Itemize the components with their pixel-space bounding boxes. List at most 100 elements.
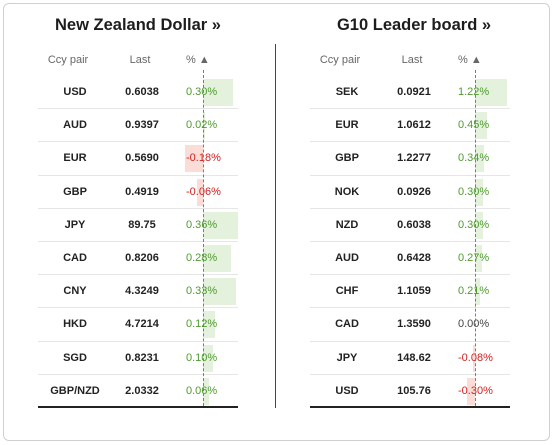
table-row[interactable]: CAD 1.3590 0.00% xyxy=(310,308,510,342)
change-bar xyxy=(203,278,236,306)
ccy-pair-cell[interactable]: JPY xyxy=(64,218,86,231)
change-bar xyxy=(203,377,209,405)
table-row[interactable]: NZD 0.6038 0.30% xyxy=(310,209,510,242)
table-row[interactable]: GBP/NZD 2.0332 0.06% xyxy=(38,375,238,408)
column-header-last[interactable]: Last xyxy=(129,54,151,66)
table-row[interactable]: USD 105.76 -0.30% xyxy=(310,375,510,408)
zero-baseline xyxy=(475,70,476,406)
nzd-panel-title-link[interactable]: New Zealand Dollar » xyxy=(55,16,221,34)
change-bar xyxy=(203,112,205,140)
percent-change-cell: 0.28% xyxy=(186,251,218,264)
percent-change-cell: 0.36% xyxy=(186,218,218,231)
change-bar xyxy=(467,377,475,405)
percent-change-cell: 0.06% xyxy=(186,384,218,397)
last-price-cell: 0.9397 xyxy=(125,119,159,132)
ccy-pair-cell[interactable]: SEK xyxy=(335,86,359,98)
percent-change-cell: 0.12% xyxy=(186,318,218,331)
table-row[interactable]: AUD 0.9397 0.02% xyxy=(38,109,238,143)
table-row[interactable]: SEK 0.0921 1.22% xyxy=(310,76,510,110)
ccy-pair-cell[interactable]: AUD xyxy=(63,119,87,132)
last-price-cell: 0.5690 xyxy=(125,152,159,165)
last-price-cell: 4.3249 xyxy=(125,285,159,298)
table-row[interactable]: CNY 4.3249 0.33% xyxy=(38,275,238,309)
last-price-cell: 0.8231 xyxy=(125,351,159,364)
last-price-cell: 0.4919 xyxy=(125,185,159,198)
ccy-pair-cell[interactable]: CAD xyxy=(63,251,87,264)
g10-panel-title-link[interactable]: G10 Leader board » xyxy=(336,16,492,34)
table-row[interactable]: USD 0.6038 0.30% xyxy=(38,76,238,110)
percent-change-cell: 0.02% xyxy=(186,119,218,132)
ccy-pair-cell[interactable]: NOK xyxy=(334,185,360,198)
ccy-pair-cell[interactable]: JPY xyxy=(336,351,358,364)
ccy-pair-cell[interactable]: SGD xyxy=(63,351,87,364)
table-row[interactable]: JPY 89.75 0.36% xyxy=(38,209,238,242)
table-row[interactable]: EUR 1.0612 0.45% xyxy=(310,109,510,143)
last-price-cell: 0.6038 xyxy=(397,218,431,231)
change-bar xyxy=(197,178,203,206)
percent-change-cell: -0.18% xyxy=(186,152,221,165)
last-price-cell: 4.7214 xyxy=(125,318,159,331)
change-bar xyxy=(475,244,483,272)
last-price-cell: 2.0332 xyxy=(125,384,159,397)
ccy-pair-cell[interactable]: USD xyxy=(335,384,359,397)
percent-change-cell: 0.30% xyxy=(458,218,490,231)
table-row[interactable]: NOK 0.0926 0.30% xyxy=(310,176,510,209)
ccy-pair-cell[interactable]: GBP xyxy=(335,152,359,165)
change-bar xyxy=(203,344,213,372)
last-price-cell: 1.2277 xyxy=(397,152,431,165)
percent-change-cell: -0.08% xyxy=(458,351,493,364)
table-row[interactable]: JPY 148.62 -0.08% xyxy=(310,342,510,375)
last-price-cell: 0.6428 xyxy=(397,251,431,264)
column-header-last[interactable]: Last xyxy=(401,54,423,66)
ccy-pair-cell[interactable]: CHF xyxy=(335,285,359,298)
ccy-pair-cell[interactable]: EUR xyxy=(63,152,87,165)
last-price-cell: 0.8206 xyxy=(125,251,159,264)
ccy-pair-cell[interactable]: USD xyxy=(63,86,87,98)
nzd-table-header: Ccy pair Last % ▲ xyxy=(38,52,238,70)
table-bottom-rule xyxy=(310,406,510,408)
last-price-cell: 148.62 xyxy=(397,351,431,364)
ccy-pair-cell[interactable]: EUR xyxy=(335,119,359,132)
column-header-percent-sort[interactable]: % ▲ xyxy=(186,54,210,66)
change-bar xyxy=(475,79,507,106)
column-header-ccy-pair[interactable]: Ccy pair xyxy=(319,54,361,66)
panel-divider xyxy=(275,44,276,408)
last-price-cell: 89.75 xyxy=(128,218,156,231)
change-bar xyxy=(185,145,203,173)
last-price-cell: 105.76 xyxy=(397,384,431,397)
percent-change-cell: 1.22% xyxy=(458,86,490,98)
column-header-ccy-pair[interactable]: Ccy pair xyxy=(47,54,89,66)
table-row[interactable]: EUR 0.5690 -0.18% xyxy=(38,142,238,176)
percent-change-cell: 0.30% xyxy=(458,185,490,198)
change-bar xyxy=(203,244,231,272)
table-bottom-rule xyxy=(38,406,238,408)
ccy-pair-cell[interactable]: CAD xyxy=(335,318,359,331)
percent-change-cell: 0.27% xyxy=(458,251,490,264)
percent-change-cell: 0.33% xyxy=(186,285,218,298)
ccy-pair-cell[interactable]: HKD xyxy=(63,318,87,331)
percent-change-cell: 0.30% xyxy=(186,86,218,98)
table-row[interactable]: CHF 1.1059 0.21% xyxy=(310,275,510,309)
change-bar xyxy=(475,211,483,239)
nzd-table-body: USD 0.6038 0.30% AUD 0.9397 0.02% EUR 0.5690 -0.… xyxy=(38,76,238,408)
ccy-pair-cell[interactable]: CNY xyxy=(63,285,87,298)
ccy-pair-cell[interactable]: GBP xyxy=(63,185,87,198)
ccy-pair-cell[interactable]: AUD xyxy=(335,251,359,264)
ccy-pair-cell[interactable]: GBP/NZD xyxy=(50,384,100,397)
table-row[interactable]: SGD 0.8231 0.10% xyxy=(38,342,238,375)
table-row[interactable]: HKD 4.7214 0.12% xyxy=(38,308,238,342)
g10-table-body: SEK 0.0921 1.22% EUR 1.0612 0.45% GBP 1.2277 0.3… xyxy=(310,76,510,408)
last-price-cell: 0.6038 xyxy=(125,86,159,98)
table-row[interactable]: GBP 0.4919 -0.06% xyxy=(38,176,238,209)
last-price-cell: 1.1059 xyxy=(397,285,431,298)
ccy-pair-cell[interactable]: NZD xyxy=(335,218,359,231)
column-header-percent-sort[interactable]: % ▲ xyxy=(458,54,482,66)
table-row[interactable]: CAD 0.8206 0.28% xyxy=(38,242,238,276)
change-bar xyxy=(203,211,238,239)
change-bar xyxy=(203,311,215,339)
change-bar xyxy=(475,178,483,206)
table-row[interactable]: AUD 0.6428 0.27% xyxy=(310,242,510,276)
change-bar xyxy=(472,344,475,372)
table-row[interactable]: GBP 1.2277 0.34% xyxy=(310,142,510,176)
percent-change-cell: -0.06% xyxy=(186,185,221,198)
